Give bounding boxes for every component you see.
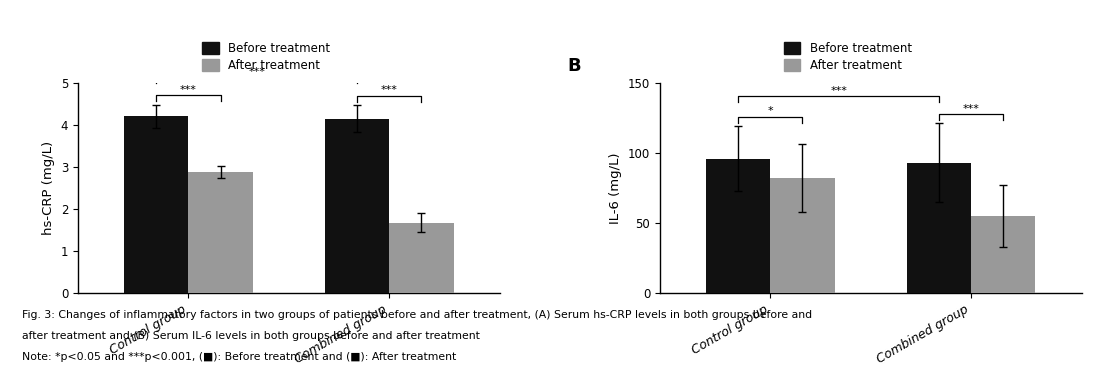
- Text: *: *: [767, 106, 773, 117]
- Bar: [389, 223, 454, 293]
- Text: ***: ***: [180, 85, 197, 95]
- Bar: [770, 178, 835, 293]
- Y-axis label: IL-6 (mg/L): IL-6 (mg/L): [610, 152, 622, 224]
- Legend: Before treatment, After treatment: Before treatment, After treatment: [202, 42, 330, 72]
- Text: ***: ***: [831, 86, 847, 96]
- Text: ***: ***: [249, 67, 265, 77]
- Legend: Before treatment, After treatment: Before treatment, After treatment: [784, 42, 912, 72]
- Text: Fig. 3: Changes of inflammatory factors in two groups of patients before and aft: Fig. 3: Changes of inflammatory factors …: [22, 310, 813, 320]
- Bar: [324, 118, 389, 293]
- Text: Note: *p<0.05 and ***p<0.001, (■): Before treatment and (■): After treatment: Note: *p<0.05 and ***p<0.001, (■): Befor…: [22, 352, 456, 362]
- Text: ***: ***: [962, 103, 980, 114]
- Text: after treatment and (B) Serum IL-6 levels in both groups before and after treatm: after treatment and (B) Serum IL-6 level…: [22, 331, 481, 341]
- Bar: [706, 159, 770, 293]
- Text: B: B: [568, 58, 581, 76]
- Y-axis label: hs-CRP (mg/L): hs-CRP (mg/L): [42, 141, 56, 235]
- Bar: [188, 172, 253, 293]
- Bar: [906, 163, 971, 293]
- Bar: [971, 216, 1036, 293]
- Bar: [124, 117, 188, 293]
- Text: ***: ***: [381, 85, 398, 95]
